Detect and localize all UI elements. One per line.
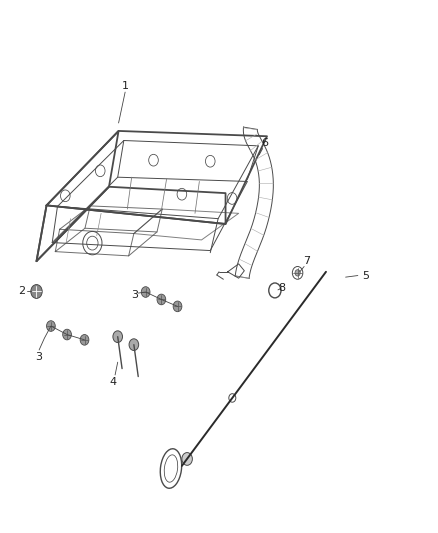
Text: 2: 2 xyxy=(18,286,25,296)
Circle shape xyxy=(80,335,89,345)
Circle shape xyxy=(182,453,192,465)
Text: 5: 5 xyxy=(362,271,369,280)
Circle shape xyxy=(63,329,71,340)
Circle shape xyxy=(113,331,123,343)
Circle shape xyxy=(31,285,42,298)
Circle shape xyxy=(141,287,150,297)
Text: 6: 6 xyxy=(261,138,268,148)
Circle shape xyxy=(129,339,139,351)
Text: 7: 7 xyxy=(303,256,310,266)
Circle shape xyxy=(295,270,300,276)
Text: 3: 3 xyxy=(132,290,139,300)
Text: 4: 4 xyxy=(110,377,117,387)
Text: 1: 1 xyxy=(122,81,129,91)
Circle shape xyxy=(46,321,55,332)
Text: 3: 3 xyxy=(35,352,42,362)
Circle shape xyxy=(157,294,166,305)
Circle shape xyxy=(173,301,182,312)
Text: 8: 8 xyxy=(279,283,286,293)
